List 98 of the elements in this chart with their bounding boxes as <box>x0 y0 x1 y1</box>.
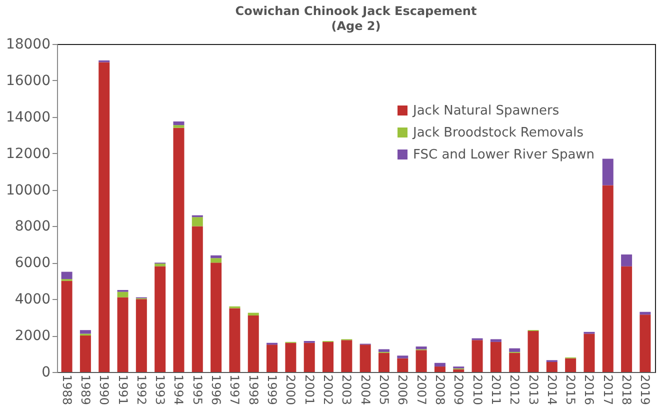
chart-subtitle: (Age 2) <box>331 19 381 33</box>
x-tick-label: 1989 <box>78 374 92 406</box>
bar <box>640 312 651 315</box>
bar <box>192 217 203 226</box>
y-tick-label: 16000 <box>6 72 50 89</box>
y-tick-label: 4000 <box>14 292 50 308</box>
x-tick-label: 2017 <box>600 374 615 406</box>
x-tick-label: 2002 <box>321 374 336 406</box>
bar <box>173 121 184 126</box>
bar <box>546 362 558 372</box>
bar <box>210 258 222 263</box>
x-tick-label: 2018 <box>620 374 634 406</box>
x-tick-label: 1998 <box>246 374 260 406</box>
y-tick-label: 18000 <box>6 36 50 52</box>
bar <box>490 342 502 372</box>
y-tick-label: 10000 <box>6 182 50 198</box>
bar <box>61 272 72 280</box>
bar <box>117 297 128 372</box>
bar <box>136 299 147 372</box>
bar <box>453 369 464 372</box>
x-tick-label: 2012 <box>508 374 522 406</box>
bar <box>621 266 632 372</box>
bar <box>210 255 222 258</box>
x-tick-label: 1999 <box>265 374 280 406</box>
x-tick-label: 2014 <box>544 374 559 406</box>
x-tick-label: 2003 <box>340 374 354 406</box>
bar <box>621 254 632 266</box>
y-tick-label: 12000 <box>6 146 50 162</box>
chart-title: Cowichan Chinook Jack Escapement <box>235 4 477 18</box>
x-tick-label: 1988 <box>60 374 74 406</box>
bar <box>304 342 315 372</box>
bar <box>341 340 352 372</box>
bar <box>98 62 110 372</box>
x-tick-label: 2015 <box>564 374 578 406</box>
bar <box>565 358 576 372</box>
bar <box>397 356 408 358</box>
x-tick-label: 2001 <box>302 374 316 406</box>
x-tick-label: 2004 <box>358 374 372 406</box>
x-tick-label: 2011 <box>488 374 503 406</box>
bar <box>210 262 222 372</box>
bar <box>378 352 390 372</box>
legend-label: Jack Broodstock Removals <box>412 126 584 140</box>
bar <box>80 330 91 334</box>
bar <box>397 358 408 372</box>
bar <box>154 264 166 266</box>
y-tick-label: 2000 <box>14 328 50 344</box>
legend-label: FSC and Lower River Spawn <box>413 148 595 162</box>
bar <box>490 339 502 342</box>
bar <box>322 342 334 372</box>
bar <box>360 344 371 372</box>
bar <box>248 312 259 316</box>
bar <box>61 280 72 372</box>
bar <box>266 344 278 372</box>
y-tick-label: 8000 <box>14 218 50 235</box>
bar <box>416 350 427 372</box>
bar <box>602 185 614 372</box>
legend-label: Jack Natural Spawners <box>412 104 560 118</box>
x-tick-label: 2009 <box>452 374 466 406</box>
x-tick-label: 2016 <box>582 374 596 406</box>
bar <box>416 346 427 350</box>
x-tick-label: 2008 <box>432 374 447 406</box>
bar <box>80 336 91 372</box>
bar <box>640 314 651 372</box>
bar <box>173 128 184 372</box>
bar <box>285 342 296 372</box>
bar <box>509 352 520 372</box>
y-tick-label: 0 <box>42 364 50 380</box>
bar <box>472 340 483 372</box>
x-tick-label: 2000 <box>284 374 298 406</box>
x-tick-label: 1997 <box>228 374 242 406</box>
x-tick-label: 2007 <box>414 374 428 406</box>
bar <box>434 362 446 367</box>
y-tick-label: 6000 <box>14 255 50 272</box>
bar <box>584 334 595 372</box>
bar <box>602 158 614 186</box>
x-tick-label: 1994 <box>172 374 186 406</box>
x-tick-label: 2006 <box>396 374 410 406</box>
bar <box>528 331 539 372</box>
x-tick-label: 1993 <box>153 374 168 406</box>
x-tick-label: 1992 <box>134 374 148 406</box>
bar <box>173 125 184 128</box>
x-tick-label: 2010 <box>470 374 484 406</box>
x-tick-label: 1990 <box>97 374 112 406</box>
bar <box>229 308 240 372</box>
x-tick-label: 1995 <box>190 374 204 406</box>
bar <box>117 292 128 298</box>
bar <box>509 348 520 352</box>
bar <box>434 366 446 372</box>
y-tick-label: 14000 <box>6 109 50 126</box>
x-tick-label: 2013 <box>526 374 540 406</box>
x-tick-label: 1991 <box>116 374 130 406</box>
bar <box>154 266 166 372</box>
x-tick-label: 2005 <box>376 374 391 406</box>
bar <box>248 316 259 372</box>
x-tick-label: 1996 <box>209 374 224 406</box>
bar <box>378 349 390 352</box>
x-tick-label: 2019 <box>638 374 652 406</box>
bar <box>192 226 203 372</box>
